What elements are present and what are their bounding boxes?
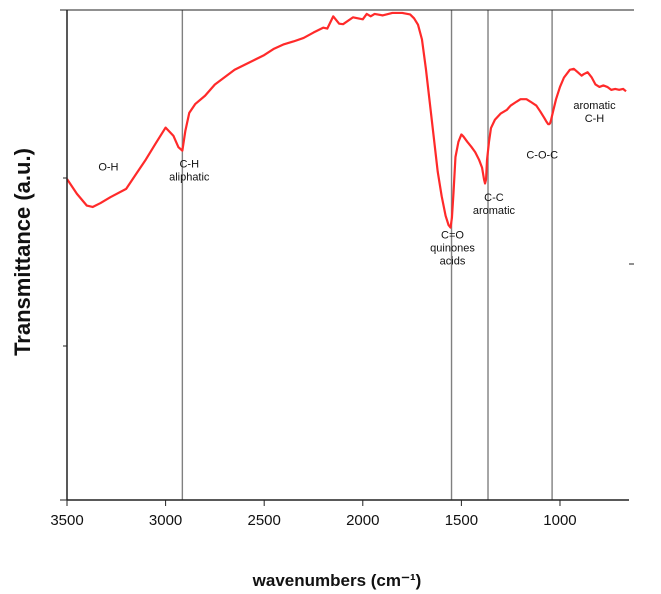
x-tick-label: 3500: [50, 512, 83, 529]
x-tick-label: 3000: [149, 512, 182, 529]
x-tick-label: 2000: [346, 512, 379, 529]
x-tick-label: 1000: [543, 512, 576, 529]
reference-lines: [181, 10, 553, 500]
x-tick-label: 2500: [248, 512, 281, 529]
peak-annotation: C-C aromatic: [473, 192, 516, 217]
peak-annotation: C-H aliphatic: [169, 158, 210, 183]
peak-annotation: aromatic C-H: [573, 100, 616, 125]
x-axis-label: wavenumbers (cm⁻¹): [252, 571, 422, 590]
peak-annotation: C=O quinones acids: [430, 229, 475, 267]
transmittance-line: [66, 11, 627, 229]
plot-area: [67, 10, 629, 500]
peak-annotation: C-O-C: [526, 149, 558, 161]
y-axis-label: Transmittance (a.u.): [10, 148, 35, 356]
x-tick-label: 1500: [445, 512, 478, 529]
axes: [60, 9, 634, 501]
peak-annotations: O-H C-H aliphatic C=O quinones acids C-C aromat…: [98, 100, 616, 267]
peak-annotation: O-H: [98, 162, 118, 174]
x-ticks: 3500 3000 2500 2000 1500 1000: [50, 500, 577, 529]
